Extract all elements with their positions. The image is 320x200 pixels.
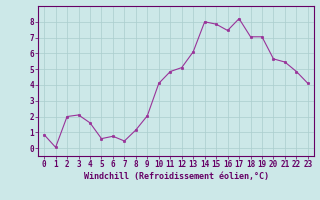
X-axis label: Windchill (Refroidissement éolien,°C): Windchill (Refroidissement éolien,°C) bbox=[84, 172, 268, 181]
